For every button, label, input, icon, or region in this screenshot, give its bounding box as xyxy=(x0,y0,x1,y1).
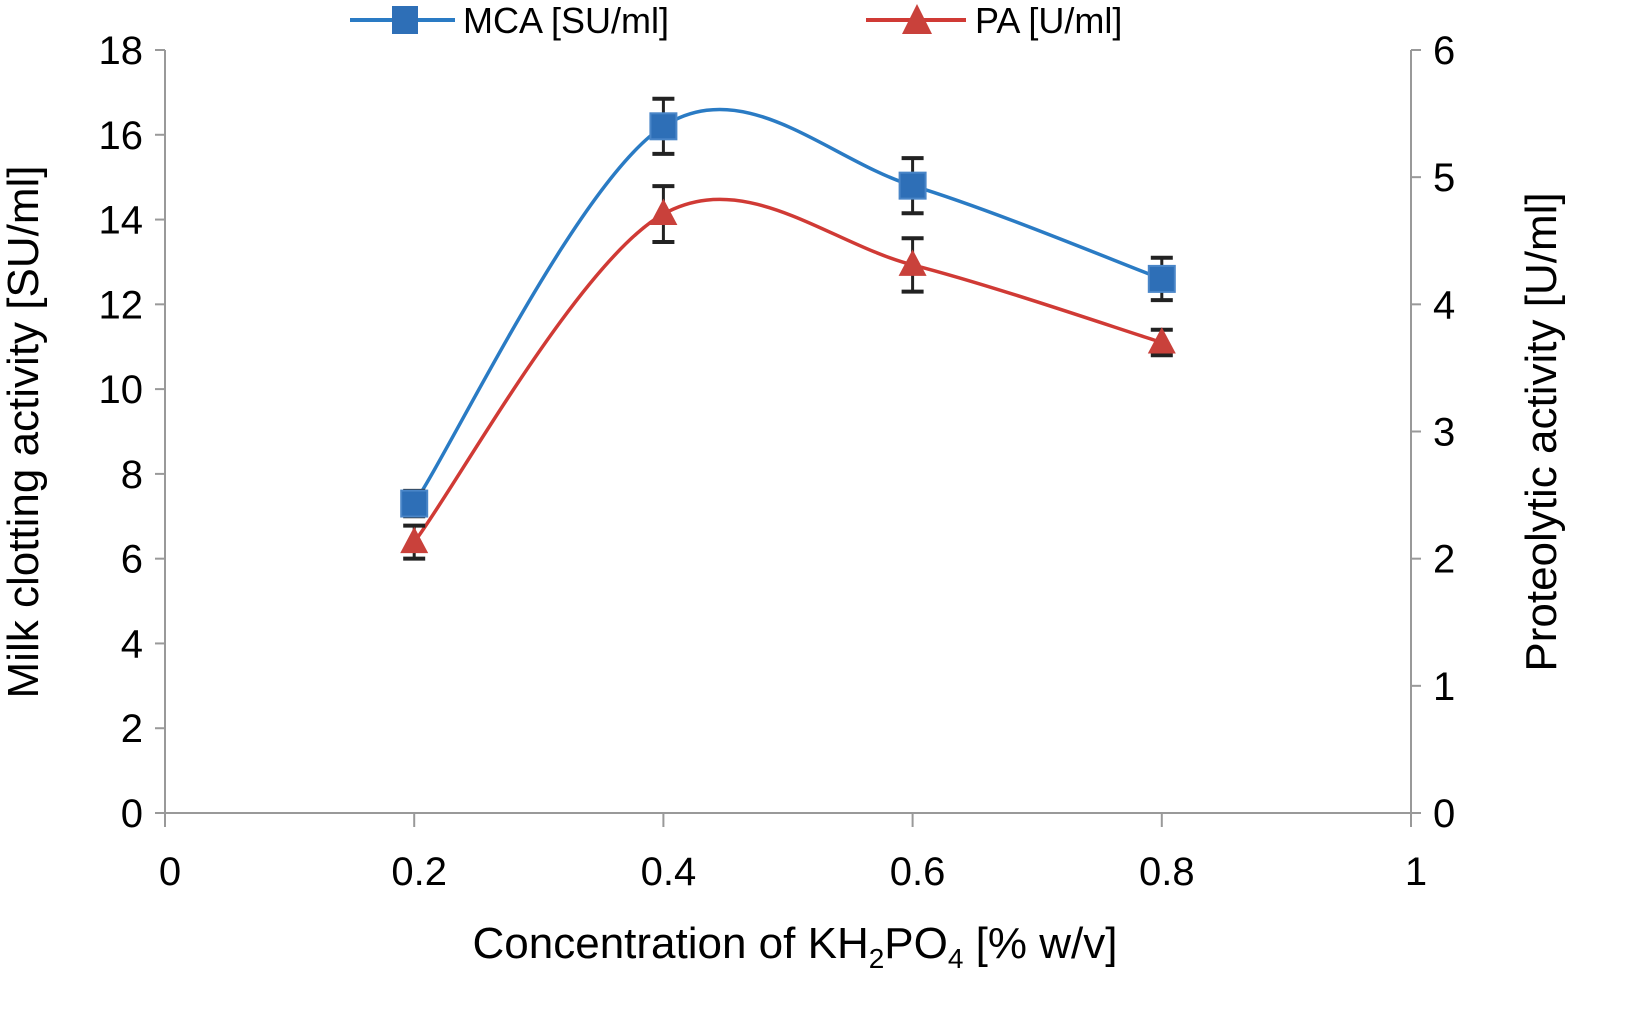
legend-mca-marker-square xyxy=(392,6,418,34)
y-tick-label-left: 16 xyxy=(99,114,144,158)
y-tick-label-right: 6 xyxy=(1433,29,1455,73)
y-tick-label-right: 1 xyxy=(1433,665,1455,709)
y-tick-label-left: 18 xyxy=(99,29,144,73)
pa-line xyxy=(412,197,1163,544)
mca-marker-square xyxy=(1147,264,1176,293)
legend-pa-marker-triangle xyxy=(902,4,932,34)
x-axis-title-part: PO xyxy=(884,919,948,968)
pa-marker-triangle xyxy=(1147,327,1176,354)
y-tick-label-left: 4 xyxy=(121,622,143,666)
y-tick-label-left: 8 xyxy=(121,453,143,497)
plot-area xyxy=(400,96,1176,561)
y-axis-title-right: Proteolytic activity [U/ml] xyxy=(1517,192,1566,671)
legend-pa-label: PA [U/ml] xyxy=(975,0,1122,41)
y-tick-label-left: 10 xyxy=(99,368,144,412)
y-tick-label-left: 14 xyxy=(99,199,144,243)
x-tick-label: 0.8 xyxy=(1139,850,1195,894)
y-tick-label-left: 0 xyxy=(121,792,143,836)
pa-marker-triangle xyxy=(400,526,429,554)
x-axis-title-part: Concentration of KH xyxy=(473,919,869,968)
x-tick-label: 0.6 xyxy=(890,850,946,894)
y-axis-title-left: Milk clotting activity [SU/ml] xyxy=(0,166,48,699)
y-tick-label-left: 6 xyxy=(121,538,143,582)
x-axis-title-subscript: 2 xyxy=(869,943,885,974)
x-axis-title-part: [% w/v] xyxy=(963,919,1117,968)
legend: MCA [SU/ml] PA [U/ml] xyxy=(350,0,1122,41)
y-tick-label-right: 0 xyxy=(1433,792,1455,836)
mca-marker-square xyxy=(649,112,678,141)
x-tick-label: 1 xyxy=(1405,850,1427,894)
pa-marker-triangle xyxy=(649,198,678,226)
x-axis-title-subscript: 4 xyxy=(948,943,964,974)
x-tick-label: 0.2 xyxy=(391,850,447,894)
x-tick-label: 0 xyxy=(159,850,181,894)
x-tick-label: 0.4 xyxy=(641,850,697,894)
x-axis-title: Concentration of KH2PO4 [% w/v] xyxy=(473,919,1118,974)
y-tick-label-right: 4 xyxy=(1433,283,1455,327)
mca-line xyxy=(412,107,1163,505)
mca-marker-square xyxy=(898,171,927,200)
mca-marker-square xyxy=(400,489,429,518)
legend-mca-label: MCA [SU/ml] xyxy=(463,0,669,41)
y-tick-label-right: 3 xyxy=(1433,411,1455,455)
y-tick-label-left: 12 xyxy=(99,283,144,327)
y-tick-label-right: 2 xyxy=(1433,538,1455,582)
y-tick-label-right: 5 xyxy=(1433,156,1455,200)
y-tick-label-left: 2 xyxy=(121,707,143,751)
pa-marker-triangle xyxy=(898,249,927,276)
